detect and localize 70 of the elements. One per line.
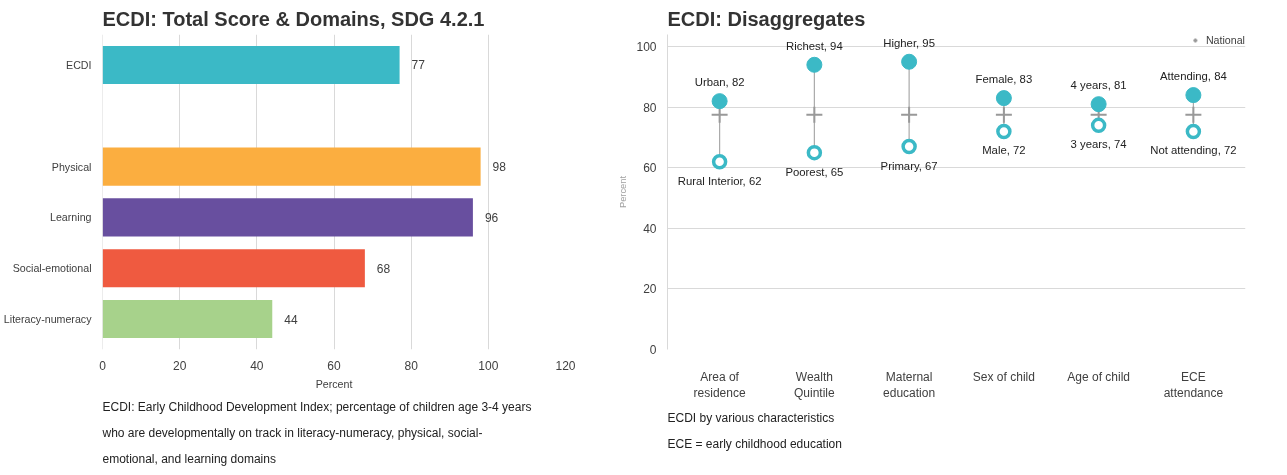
point: [901, 53, 918, 70]
data-label: 3 years, 74: [1070, 138, 1127, 151]
chart-title: ECDI: Total Score & Domains, SDG 4.2.1: [102, 7, 485, 30]
bar: [102, 299, 273, 339]
point: [995, 90, 1012, 107]
x-tick-label: 40: [250, 358, 264, 373]
data-label: Primary, 67: [880, 159, 938, 172]
x-tick-label: Area of residence: [693, 369, 746, 401]
data-label: Male, 72: [982, 144, 1026, 157]
data-label: 98: [492, 160, 507, 175]
x-tick-label: 20: [172, 358, 187, 373]
x-tick-label: 100: [478, 358, 499, 373]
y-tick-label: Social-emotional: [12, 262, 92, 275]
chart-title: ECDI: Disaggregates: [667, 7, 866, 30]
point: [1184, 105, 1203, 124]
x-tick-label: Maternal education: [883, 369, 936, 401]
data-label: Richest, 94: [786, 39, 843, 52]
y-tick-label: Literacy-numeracy: [3, 313, 93, 326]
data-label: Urban, 82: [694, 76, 745, 89]
x-tick-label: 0: [99, 358, 107, 373]
text: ECDI: Early Childhood Development Index; percentage of children age 3-4 years who are developmentally on track in literacy-numeracy, physical, social-emotional, and learning domains: [101, 399, 532, 466]
point: [711, 153, 728, 170]
x-tick-label: 60: [327, 358, 341, 373]
point: [1185, 123, 1202, 140]
x-tick-label: 80: [404, 358, 419, 373]
text: ECDI by various characteristics: [667, 410, 835, 425]
x-axis-title: Percent: [315, 377, 353, 390]
data-label: Poorest, 65: [785, 165, 844, 178]
point: [806, 56, 823, 73]
y-tick-label: 40: [643, 221, 657, 236]
x-tick-label: Age of child: [1067, 369, 1130, 384]
bar: [102, 147, 481, 186]
x-tick-label: Wealth Quintile: [794, 369, 836, 401]
point: [901, 138, 917, 155]
x-tick-label: ECE attendance: [1163, 369, 1224, 401]
y-tick-label: 100: [636, 40, 657, 55]
x-tick-label: 120: [555, 358, 576, 373]
data-label: Rural Interior, 62: [677, 174, 762, 187]
y-tick-label: Learning: [50, 211, 92, 224]
legend-label: National: [1205, 34, 1245, 46]
y-tick-label: 0: [649, 343, 657, 357]
point: [1090, 96, 1107, 113]
y-tick-label: ECDI: [66, 58, 92, 71]
point: [1185, 87, 1202, 104]
data-label: Not attending, 72: [1150, 144, 1237, 157]
point: [805, 105, 824, 124]
data-label: 44: [284, 312, 298, 327]
data-label: 77: [411, 58, 426, 73]
y-tick-label: 60: [643, 161, 657, 176]
point: [994, 105, 1013, 124]
data-label: 4 years, 81: [1070, 79, 1127, 92]
data-label: 96: [484, 210, 499, 225]
data-label: Higher, 95: [883, 36, 935, 49]
y-tick-label: 80: [643, 100, 657, 115]
point: [996, 123, 1012, 140]
data-label: 68: [376, 261, 391, 276]
y-axis-title: Percent: [618, 175, 629, 209]
point: [1090, 117, 1107, 134]
point: [711, 93, 728, 110]
point: [806, 144, 823, 161]
text: ECE = early childhood education: [667, 436, 842, 451]
data-label: Attending, 84: [1160, 70, 1227, 83]
y-tick-label: Physical: [51, 160, 92, 173]
bar: [102, 249, 365, 288]
x-tick-label: Sex of child: [972, 369, 1035, 384]
bar: [102, 45, 400, 85]
bar: [102, 198, 473, 237]
y-tick-label: 20: [643, 282, 657, 297]
point: [900, 105, 919, 124]
data-label: Female, 83: [975, 73, 1033, 86]
